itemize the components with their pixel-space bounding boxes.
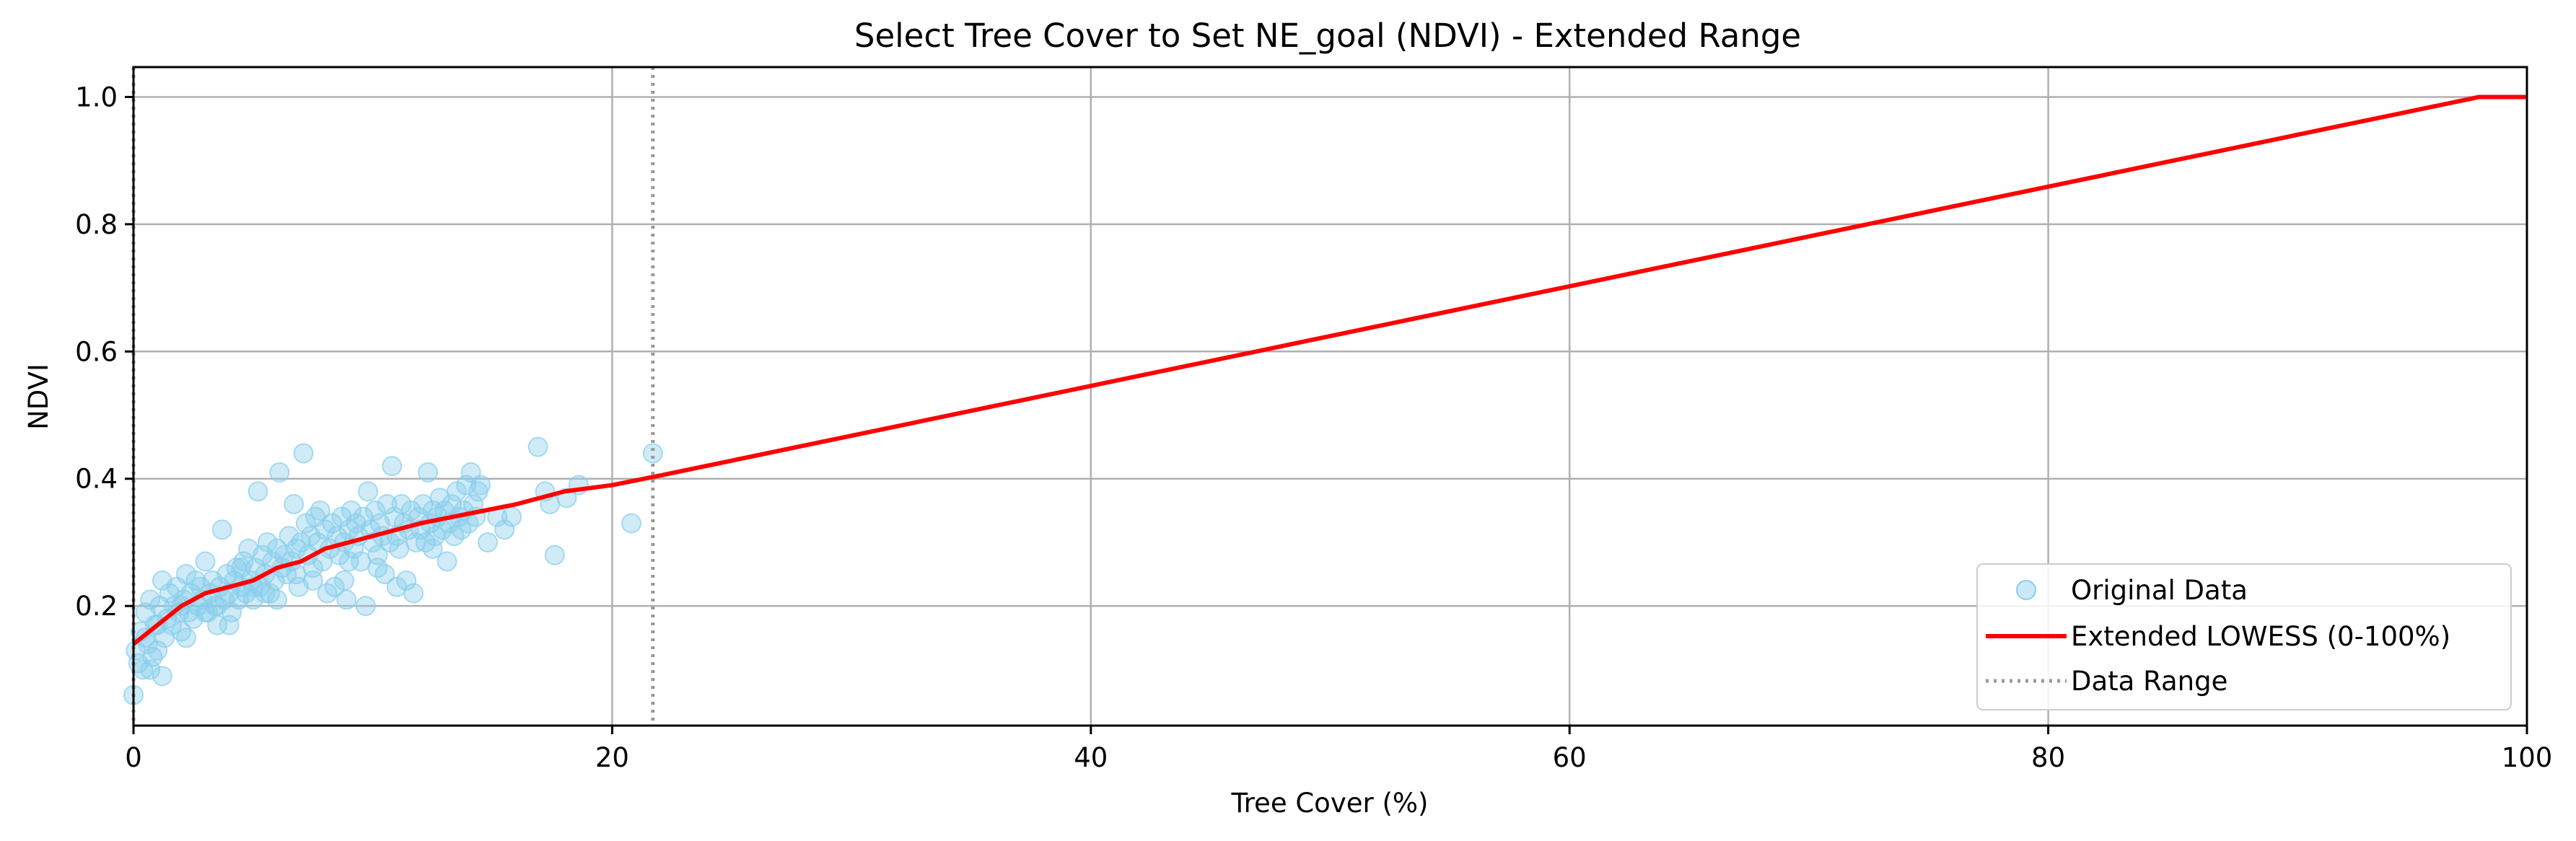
scatter-point (417, 462, 438, 483)
y-axis-label: NDVI (23, 364, 54, 430)
scatter-point (367, 558, 388, 578)
scatter-point (231, 558, 252, 578)
scatter-point (152, 666, 172, 687)
plot-area (123, 66, 2528, 727)
x-axis-ticks: 0 20 40 60 80 100 (125, 726, 2552, 773)
scatter-point (358, 481, 379, 502)
legend-label-original-data: Original Data (2071, 575, 2248, 606)
legend-box (1976, 563, 2512, 710)
scatter-point (422, 538, 443, 559)
lowess-line (132, 94, 2527, 646)
scatter-point (389, 538, 410, 559)
scatter-point (621, 513, 641, 534)
scatter-point (437, 551, 457, 572)
scatter-point (470, 475, 491, 496)
scatter-point (642, 443, 663, 464)
legend-label-data-range: Data Range (2071, 666, 2227, 697)
scatter-point (341, 500, 362, 521)
scatter-point (219, 615, 240, 635)
scatter-point (269, 462, 290, 483)
x-axis-label: Tree Cover (%) (1231, 788, 1429, 819)
scatter-point (302, 570, 323, 591)
y-tick-label: 0.8 (75, 209, 118, 240)
scatter-point (527, 436, 548, 457)
y-tick-label: 0.2 (75, 591, 118, 622)
scatter-point (456, 475, 477, 496)
legend-marker-original-data (2016, 580, 2036, 600)
scatter-point (442, 494, 463, 515)
scatter-point (386, 576, 407, 597)
scatter-point (310, 500, 330, 521)
x-tick-label: 80 (2031, 742, 2065, 773)
scatter-point (195, 551, 216, 572)
scatter-point (267, 589, 288, 610)
scatter-point (279, 526, 299, 547)
scatter-point (211, 519, 232, 540)
scatter-point (195, 602, 216, 622)
scatter-point (293, 443, 314, 464)
scatter-point (494, 519, 515, 540)
plot-frame (132, 66, 2528, 727)
x-tick-label: 0 (125, 742, 142, 773)
scatter-point (140, 659, 161, 680)
y-tick-label: 0.4 (75, 464, 118, 495)
x-tick-label: 20 (595, 742, 629, 773)
scatter-point (286, 564, 307, 585)
scatter-point (255, 583, 276, 604)
chart-title: Select Tree Cover to Set NE_goal (NDVI) … (854, 17, 1801, 55)
y-tick-label: 1.0 (75, 82, 118, 113)
scatter-point (207, 596, 228, 617)
scatter-point (333, 570, 354, 591)
scatter-point (247, 481, 268, 502)
scatter-point (147, 640, 168, 661)
scatter-point (377, 494, 398, 515)
scatter-point (355, 596, 376, 617)
legend: Original Data Extended LOWESS (0-100%) D… (1976, 563, 2512, 710)
y-axis-ticks: 0.2 0.4 0.6 0.8 1.0 (75, 82, 133, 622)
scatter-point (403, 583, 424, 604)
x-tick-label: 100 (2502, 742, 2553, 773)
scatter-point (365, 500, 386, 521)
scatter-point (336, 589, 357, 610)
y-tick-label: 0.6 (75, 336, 118, 367)
scatter-point (338, 551, 359, 572)
legend-label-lowess: Extended LOWESS (0-100%) (2071, 621, 2450, 652)
x-tick-label: 40 (1074, 742, 1108, 773)
scatter-point (477, 532, 498, 552)
x-tick-label: 60 (1553, 742, 1587, 773)
scatter-point (382, 456, 403, 477)
scatter-point (501, 506, 522, 527)
scatter-point (284, 494, 305, 515)
scatter-point (544, 545, 565, 565)
scatter-point (175, 628, 196, 648)
